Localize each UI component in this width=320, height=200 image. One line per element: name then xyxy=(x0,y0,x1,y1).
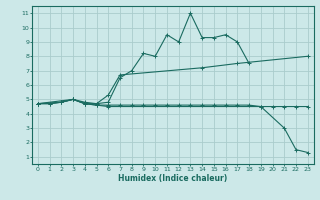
X-axis label: Humidex (Indice chaleur): Humidex (Indice chaleur) xyxy=(118,174,228,183)
